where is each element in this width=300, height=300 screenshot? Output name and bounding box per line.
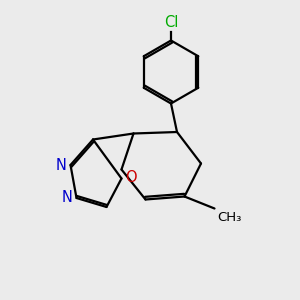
Text: Cl: Cl [164, 15, 178, 30]
Text: N: N [62, 190, 73, 206]
Text: N: N [56, 158, 67, 172]
Text: CH₃: CH₃ [217, 211, 241, 224]
Text: O: O [125, 169, 137, 184]
